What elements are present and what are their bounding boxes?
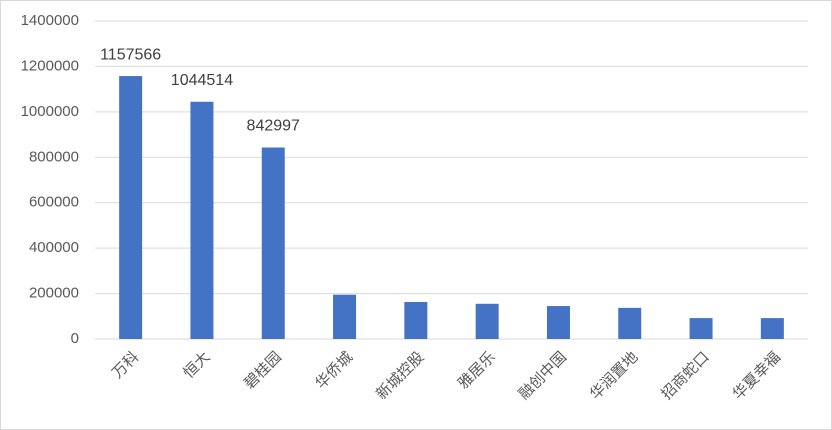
bar bbox=[190, 101, 214, 339]
y-tick-label: 400000 bbox=[29, 239, 79, 256]
bar bbox=[475, 303, 499, 339]
y-tick-label: 800000 bbox=[29, 148, 79, 165]
data-label: 1044514 bbox=[171, 72, 233, 89]
bar bbox=[760, 318, 784, 339]
data-label: 1157566 bbox=[100, 46, 161, 63]
y-tick-label: 1200000 bbox=[21, 57, 79, 74]
bar bbox=[119, 76, 143, 340]
bar bbox=[404, 301, 428, 339]
bar bbox=[546, 306, 570, 339]
y-tick-label: 200000 bbox=[29, 285, 79, 302]
bar bbox=[689, 318, 713, 339]
bar bbox=[618, 307, 642, 339]
bar bbox=[261, 147, 285, 339]
y-tick-label: 600000 bbox=[29, 194, 79, 211]
y-tick-label: 1400000 bbox=[21, 12, 79, 29]
y-tick-label: 0 bbox=[71, 330, 79, 347]
data-label: 842997 bbox=[247, 118, 300, 135]
bar bbox=[333, 294, 357, 339]
y-tick-label: 1000000 bbox=[21, 103, 79, 120]
